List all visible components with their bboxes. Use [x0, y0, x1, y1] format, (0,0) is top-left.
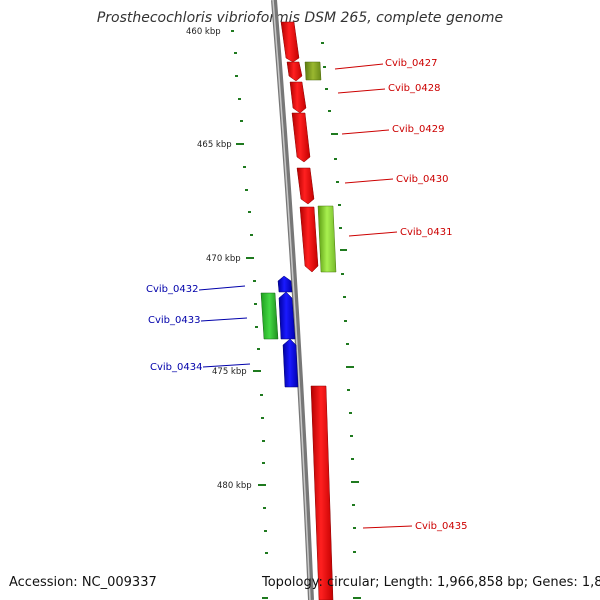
- label-leaders: [198, 63, 413, 529]
- genome-backbone: [271, 0, 314, 600]
- gene-label-cvib-0430[interactable]: Cvib_0430: [396, 174, 448, 185]
- right-tick-track: [321, 42, 361, 599]
- scale-label-475: 475 kbp: [212, 367, 247, 377]
- gene-cvib-0430[interactable]: [296, 167, 315, 205]
- gene-cvib-0432[interactable]: [277, 275, 293, 293]
- genome-stats-text: Topology: circular; Length: 1,966,858 bp…: [262, 575, 600, 590]
- gene-label-cvib-0431[interactable]: Cvib_0431: [400, 227, 452, 238]
- gene-cvib-0429[interactable]: [291, 112, 311, 163]
- forward-genes: [280, 21, 334, 600]
- gene-label-cvib-0432[interactable]: Cvib_0432: [146, 284, 198, 295]
- accession-text: Accession: NC_009337: [9, 575, 157, 590]
- gene-label-cvib-0429[interactable]: Cvib_0429: [392, 124, 444, 135]
- gene-cvib-0431-red[interactable]: [299, 206, 319, 273]
- scale-label-480: 480 kbp: [217, 481, 252, 491]
- genome-backbone-highlight: [272, 0, 311, 600]
- scale-label-460: 460 kbp: [186, 27, 221, 37]
- left-tick-track: [231, 30, 268, 599]
- gene-cvib-0431-lime[interactable]: [317, 205, 337, 273]
- gene-cvib-0427[interactable]: [286, 61, 303, 82]
- gene-cvib-0433[interactable]: [278, 291, 296, 340]
- gene-label-cvib-0435[interactable]: Cvib_0435: [415, 521, 467, 532]
- gene-cvib-0435[interactable]: [310, 385, 334, 600]
- scale-label-470: 470 kbp: [206, 254, 241, 264]
- gene-cvib-0428[interactable]: [289, 81, 307, 114]
- gene-label-cvib-0433[interactable]: Cvib_0433: [148, 315, 200, 326]
- gene-cvib-0433-green[interactable]: [260, 292, 279, 340]
- gene-cvib-0426[interactable]: [280, 21, 300, 63]
- gene-label-cvib-0427[interactable]: Cvib_0427: [385, 58, 437, 69]
- reverse-genes: [277, 275, 299, 388]
- scale-label-465: 465 kbp: [197, 140, 232, 150]
- gene-cvib-0427-olive[interactable]: [304, 61, 322, 81]
- gene-label-cvib-0434[interactable]: Cvib_0434: [150, 362, 202, 373]
- map-title: Prosthecochloris vibrioformis DSM 265, c…: [96, 10, 504, 26]
- gene-label-cvib-0428[interactable]: Cvib_0428: [388, 83, 440, 94]
- gene-cvib-0434[interactable]: [282, 338, 299, 388]
